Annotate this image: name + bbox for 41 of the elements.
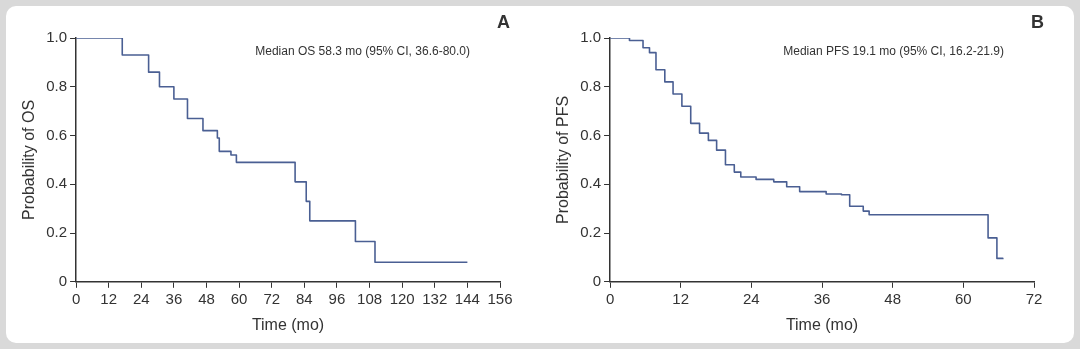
x-tick-label: 120 — [389, 289, 415, 307]
annotation: Median OS 58.3 mo (95% CI, 36.6-80.0) — [255, 44, 470, 59]
x-tick-label: 12 — [100, 289, 118, 307]
x-tick-label: 0 — [605, 289, 615, 307]
x-tick-label: 84 — [295, 289, 313, 307]
x-tick-label: 72 — [263, 289, 281, 307]
y-tick-label: 0.6 — [46, 125, 68, 143]
x-tick-label: 144 — [454, 289, 480, 307]
x-tick-label: 12 — [672, 289, 690, 307]
annotation: Median PFS 19.1 mo (95% CI, 16.2-21.9) — [783, 44, 1004, 59]
y-tick-label: 0.2 — [46, 223, 68, 241]
text: B — [1031, 11, 1044, 32]
x-axis-title: Time (mo) — [251, 315, 325, 333]
x-tick-label: 96 — [328, 289, 346, 307]
x-tick-label: 0 — [71, 289, 81, 307]
y-tick-label: 0 — [592, 271, 602, 289]
y-tick-label: 0.6 — [580, 125, 602, 143]
y-tick-label: 1.0 — [580, 28, 602, 46]
x-tick-label: 48 — [884, 289, 902, 307]
x-axis-title: Time (mo) — [785, 315, 859, 333]
x-tick-label: 36 — [813, 289, 831, 307]
x-tick-label: 72 — [1025, 289, 1043, 307]
x-tick-label: 60 — [230, 289, 248, 307]
y-tick-label: 0.4 — [580, 174, 602, 192]
y-axis-title: Probability of PFS — [554, 95, 572, 224]
x-tick-label: 108 — [357, 289, 383, 307]
y-tick-label: 0.2 — [580, 223, 602, 241]
x-tick-label: 48 — [198, 289, 215, 307]
y-axis-title: Probability of OS — [20, 99, 38, 220]
x-tick-label: 132 — [422, 289, 448, 307]
y-tick-label: 1.0 — [46, 28, 68, 46]
y-tick-label: 0.4 — [46, 174, 68, 192]
y-tick-label: 0.8 — [580, 76, 602, 94]
x-tick-label: 60 — [955, 289, 972, 307]
x-tick-label: 24 — [743, 289, 760, 307]
y-tick-label: 0 — [58, 271, 68, 289]
x-tick-label: 156 — [487, 289, 513, 307]
y-tick-label: 0.8 — [46, 76, 68, 94]
x-tick-label: 24 — [132, 289, 150, 307]
text: A — [497, 11, 510, 32]
x-tick-label: 36 — [165, 289, 183, 307]
